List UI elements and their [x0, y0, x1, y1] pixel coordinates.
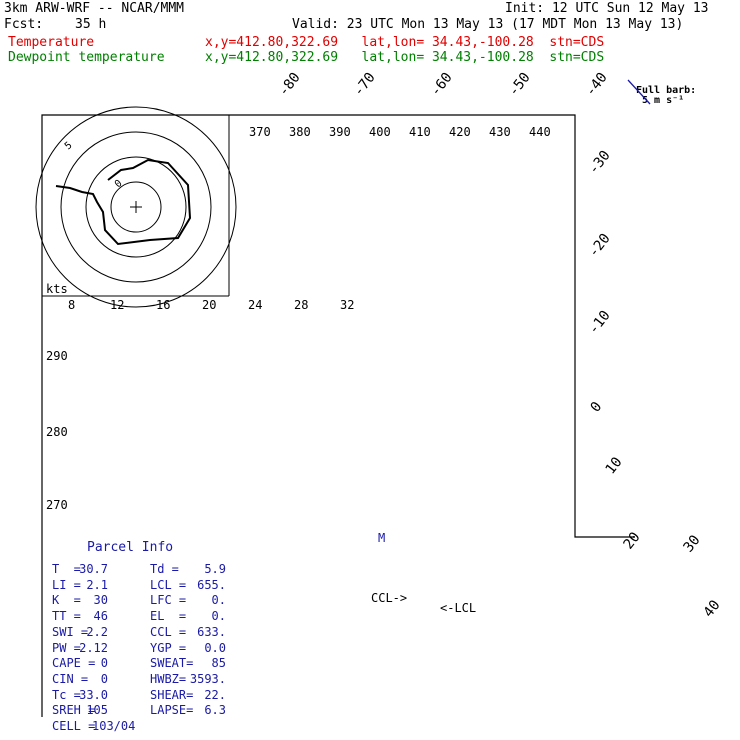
hodograph-speed-label: 28 [294, 298, 308, 312]
parcel-info-cell: 6.3 [204, 703, 226, 718]
parcel-info-cell: TT = [52, 609, 81, 624]
parcel-info-cell: 33.0 [79, 687, 108, 702]
wind-legend: Full barb: [636, 85, 696, 96]
theta-label: 380 [289, 125, 311, 139]
theta-label: 290 [46, 349, 68, 363]
parcel-info-cell: EL = [150, 609, 187, 624]
theta-label: 270 [46, 498, 68, 512]
parcel-info-cell: SHEAR= [150, 687, 194, 702]
parcel-info-title: Parcel Info [87, 540, 174, 555]
parcel-info-cell: 655. [197, 577, 226, 592]
parcel-info-cell: LAPSE= [150, 703, 194, 718]
hodograph-trace [55, 158, 192, 246]
isotherm-label: -40 [583, 70, 611, 100]
parcel-info-cell: K = [52, 593, 81, 608]
init-time: Init: 12 UTC Sun 12 May 13 [505, 1, 709, 16]
parcel-info-cell: 22. [204, 687, 226, 702]
wind-legend-units: 5 m s⁻¹ [642, 95, 684, 106]
parcel-info-cell: 0.0 [204, 640, 226, 655]
theta-label: 410 [409, 125, 431, 139]
isotherm-label: -70 [351, 70, 379, 100]
parcel-info-cell: 30 [93, 593, 108, 608]
isotherm-label: -10 [586, 308, 614, 338]
model-title: 3km ARW-WRF -- NCAR/MMM [4, 1, 185, 16]
isotherm-label: -80 [276, 70, 304, 100]
hodograph-speed-label: 24 [248, 298, 262, 312]
parcel-info-cell: CELL = [52, 719, 96, 733]
parcel-info-cell: SWI = [52, 624, 89, 639]
isotherm-label: 10 [603, 454, 626, 477]
annotation-ccl: CCL-> [371, 591, 407, 605]
hodograph-speed-label: 16 [156, 298, 170, 312]
hodograph-units: kts [46, 282, 68, 296]
parcel-info-cell: 46 [93, 609, 108, 624]
isotherm-label: 30 [681, 532, 704, 555]
wind-legend-barb [627, 79, 651, 105]
parcel-info-cell: 0 [100, 656, 108, 671]
parcel-info-cell: 2.1 [86, 577, 108, 592]
hodograph-speed-label: 12 [110, 298, 124, 312]
hodograph [35, 106, 237, 308]
theta-label: 280 [46, 425, 68, 439]
parcel-info-cell: PW = [52, 640, 81, 655]
parcel-info-cell: 0. [211, 593, 226, 608]
isotherm-label: 40 [701, 597, 724, 620]
isotherm-label: 20 [621, 529, 644, 552]
hodograph-ring-label: 0 [113, 178, 125, 190]
parcel-info-cell: LFC = [150, 593, 187, 608]
parcel-info-cell: 3593. [189, 671, 226, 686]
dewpoint-legend: Dewpoint temperature [8, 50, 165, 65]
forecast-hours: 35 h [75, 17, 107, 32]
parcel-info-cell: 85 [211, 656, 226, 671]
theta-label: 390 [329, 125, 351, 139]
theta-label: 440 [529, 125, 551, 139]
parcel-info-cell: SREH = [52, 703, 96, 718]
annotation-lcl: <-LCL [440, 601, 476, 615]
valid-time: Valid: 23 UTC Mon 13 May 13 (17 MDT Mon … [292, 17, 684, 32]
theta-label: 400 [369, 125, 391, 139]
parcel-info-cell: 30.7 [79, 562, 108, 576]
plot-frame [41, 114, 635, 717]
parcel-info-cell: YGP = [150, 640, 187, 655]
forecast-label: Fcst: [4, 17, 44, 32]
isotherm-label: -20 [586, 231, 614, 261]
isotherm-label: -30 [586, 148, 614, 178]
theta-label: 430 [489, 125, 511, 139]
parcel-info-cell: 2.2 [86, 624, 108, 639]
temperature-location: x,y=412.80,322.69 lat,lon= 34.43,-100.28… [205, 35, 605, 50]
theta-label: 420 [449, 125, 471, 139]
dewpoint-location: x,y=412.80,322.69 lat,lon= 34.43,-100.28… [205, 50, 605, 65]
parcel-info-cell: 5.9 [204, 562, 226, 576]
parcel-info-cell: Tc = [52, 687, 81, 702]
parcel-info-cell: CIN = [52, 671, 89, 686]
parcel-info-cell: SWEAT= [150, 656, 194, 671]
parcel-info-cell: Td = [150, 562, 179, 576]
parcel-info-cell: T = [52, 562, 81, 576]
hodograph-speed-label: 8 [68, 298, 75, 312]
parcel-info-cell: 103/04 [92, 719, 136, 733]
parcel-info-cell: 2.12 [79, 640, 108, 655]
hodograph-speed-label: 32 [340, 298, 354, 312]
parcel-info-cell: HWBZ= [150, 671, 187, 686]
parcel-info-cell: LI = [52, 577, 81, 592]
parcel-info-cell: LCL = [150, 577, 187, 592]
hodograph-ring-label: 5 [63, 140, 75, 152]
annotation-m: M [378, 531, 385, 545]
parcel-info-cell: CCL = [150, 624, 187, 639]
parcel-info-cell: 105 [86, 703, 108, 718]
isotherm-label: 0 [588, 399, 606, 415]
isotherm-label: -50 [506, 70, 534, 100]
parcel-info-cell: 0. [211, 609, 226, 624]
theta-label: 370 [249, 125, 271, 139]
parcel-info-cell: 633. [197, 624, 226, 639]
parcel-info-cell: 0 [100, 671, 108, 686]
hodograph-speed-label: 20 [202, 298, 216, 312]
parcel-info-cell: CAPE = [52, 656, 96, 671]
temperature-legend: Temperature [8, 35, 95, 50]
isotherm-label: -60 [428, 70, 456, 100]
